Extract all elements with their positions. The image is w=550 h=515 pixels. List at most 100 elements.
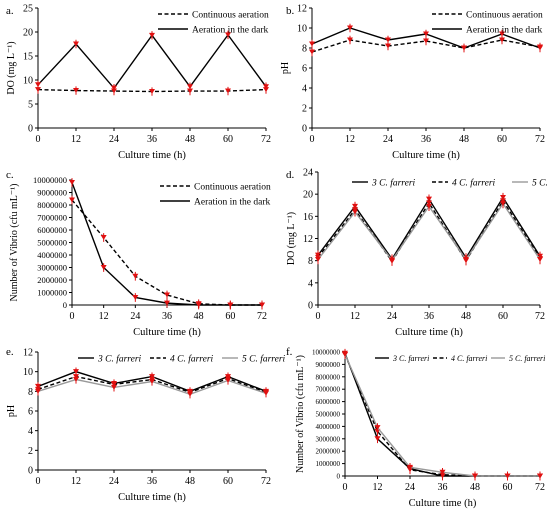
x-tick-label: 36 [147,476,157,487]
data-point [73,41,79,47]
y-axis-title: pH [6,405,17,417]
data-point [187,391,193,397]
data-point [69,180,75,185]
panel-label: d. [286,169,295,181]
y-tick-label: 4 [308,278,313,289]
data-point [472,473,478,479]
data-point [407,464,413,470]
x-tick-label: 60 [225,311,235,322]
series-line-0 [344,352,540,477]
x-tick-label: 60 [503,482,513,493]
y-tick-label: 3000000 [37,262,67,272]
x-tick-label: 60 [497,134,507,145]
chart-panel-c: 0 1000000 2000000 3000000 4000000 5000000 6000… [6,169,271,338]
x-tick-label: 48 [185,134,195,145]
data-point [225,88,231,94]
x-tick-label: 48 [194,311,204,322]
y-tick-label: 16 [303,212,313,223]
x-tick-label: 72 [535,482,545,493]
x-tick-label: 60 [223,476,233,487]
data-point [35,388,41,394]
data-point [149,32,155,38]
x-axis-title: Culture time (h) [409,498,477,509]
legend-label: 4 C. farreri [451,354,487,363]
data-point [149,89,155,95]
data-point [263,390,269,396]
y-tick-label: 10 [297,24,307,35]
x-tick-label: 48 [461,311,471,322]
data-point [463,257,469,263]
y-tick-label: 8 [302,44,307,55]
data-point [499,37,505,43]
x-tick-label: 36 [147,134,157,145]
y-tick-label: 7000000 [316,386,341,394]
y-tick-label: 10000000 [312,348,341,356]
data-point [35,87,41,93]
series-line-1 [344,354,540,477]
data-point [73,369,79,375]
data-point [309,41,315,47]
y-tick-label: 6000000 [316,398,341,406]
series-line-0 [71,199,262,306]
x-tick-label: 48 [470,482,480,493]
x-axis-title: Culture time (h) [133,327,201,338]
data-point [500,201,506,207]
data-point [439,469,446,475]
y-tick-label: 12 [297,4,307,15]
x-axis-title: Culture time (h) [118,150,186,161]
data-point [499,31,505,37]
data-point [132,273,139,279]
y-tick-label: 0 [308,301,313,312]
x-tick-label: 60 [498,311,508,322]
data-point [187,88,193,94]
y-tick-label: 6 [28,407,33,418]
data-point [352,209,358,215]
data-point [315,257,321,263]
x-tick-label: 12 [71,134,81,145]
y-tick-label: 7000000 [37,212,67,222]
x-tick-label: 24 [109,476,119,487]
chart-panel-f: 0 1000000 2000000 3000000 4000000 5000000 6000… [286,346,545,509]
x-tick-label: 36 [162,311,172,322]
data-point [69,197,75,203]
x-tick-label: 24 [130,311,140,322]
y-tick-label: 2000000 [37,275,67,285]
data-point [225,378,231,384]
data-point [164,292,170,298]
x-tick-label: 36 [421,134,431,145]
y-tick-label: 0 [28,466,33,477]
panel-label: a. [6,5,14,17]
y-tick-label: 4000000 [316,423,341,431]
y-tick-label: 0 [337,472,341,480]
x-axis-title: Culture time (h) [395,327,463,338]
data-point [100,265,107,270]
legend-label: 3 C. farreri [97,353,142,364]
legend-label: Aeration in the dark [466,25,542,35]
y-tick-label: 0 [63,300,67,310]
x-tick-label: 12 [373,482,383,493]
x-tick-label: 0 [343,482,348,493]
y-tick-label: 2 [28,446,33,457]
x-tick-label: 12 [99,311,109,322]
y-tick-label: 20 [303,190,313,201]
y-tick-label: 20 [23,28,33,39]
data-point [423,31,429,37]
data-point [73,377,79,383]
y-tick-label: 10 [23,76,33,87]
y-tick-label: 4 [302,84,307,95]
y-tick-label: 2 [302,104,307,115]
x-tick-label: 12 [345,134,355,145]
legend-label: Aeration in the dark [192,25,268,35]
data-point [187,84,193,90]
legend-label: 3 C. farreri [371,177,416,188]
y-tick-label: 5000000 [37,237,67,247]
y-tick-label: 4000000 [37,250,67,260]
x-tick-label: 0 [36,134,41,145]
y-tick-label: 5000000 [316,410,341,418]
data-point [426,203,432,209]
y-tick-label: 8000000 [37,200,67,210]
legend-label: 5 C. farreri [242,353,286,364]
y-tick-label: 1000000 [37,287,67,297]
panel-label: f. [286,346,293,358]
